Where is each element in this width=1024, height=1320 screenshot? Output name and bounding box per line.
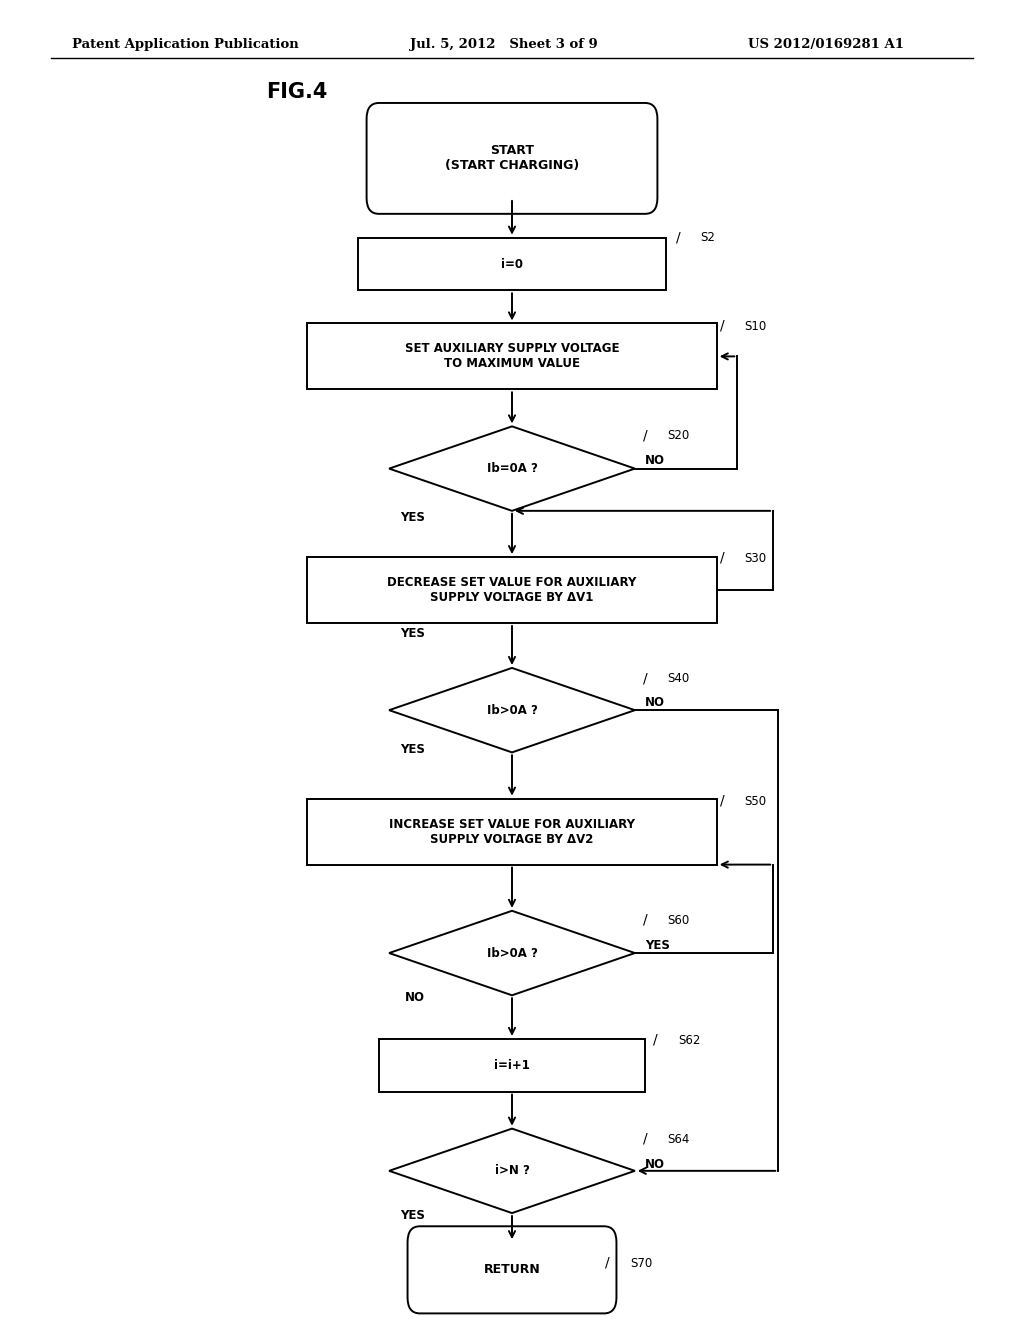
Text: i>N ?: i>N ?: [495, 1164, 529, 1177]
Text: NO: NO: [404, 991, 425, 1005]
Text: Ib=0A ?: Ib=0A ?: [486, 462, 538, 475]
Bar: [307, 323, 717, 389]
Text: DECREASE SET VALUE FOR AUXILIARY
SUPPLY VOLTAGE BY ΔV1: DECREASE SET VALUE FOR AUXILIARY SUPPLY …: [387, 576, 637, 605]
Text: FIG.4: FIG.4: [266, 82, 328, 103]
Text: NO: NO: [645, 1158, 666, 1171]
Text: /: /: [720, 793, 724, 808]
Polygon shape: [389, 668, 635, 752]
Text: S70: S70: [630, 1257, 652, 1270]
FancyBboxPatch shape: [367, 103, 657, 214]
Text: S50: S50: [744, 795, 767, 808]
Text: /: /: [720, 550, 724, 565]
Text: /: /: [643, 671, 647, 685]
Text: NO: NO: [645, 454, 666, 467]
Bar: [307, 557, 717, 623]
Text: START
(START CHARGING): START (START CHARGING): [444, 144, 580, 173]
FancyBboxPatch shape: [408, 1226, 616, 1313]
Text: US 2012/0169281 A1: US 2012/0169281 A1: [748, 38, 903, 51]
Text: S2: S2: [700, 231, 716, 244]
Text: YES: YES: [400, 1209, 425, 1222]
Text: NO: NO: [645, 696, 666, 709]
Bar: [307, 799, 717, 865]
Text: Ib>0A ?: Ib>0A ?: [486, 704, 538, 717]
Text: S40: S40: [668, 672, 690, 685]
Text: i=i+1: i=i+1: [494, 1059, 530, 1072]
Bar: [358, 238, 666, 290]
Text: Ib>0A ?: Ib>0A ?: [486, 946, 538, 960]
Bar: [379, 1039, 645, 1092]
Text: Patent Application Publication: Patent Application Publication: [72, 38, 298, 51]
Text: S64: S64: [668, 1133, 690, 1146]
Text: /: /: [605, 1255, 609, 1270]
Text: RETURN: RETURN: [483, 1263, 541, 1276]
Text: /: /: [653, 1032, 657, 1047]
Text: /: /: [643, 428, 647, 442]
Text: S60: S60: [668, 913, 690, 927]
Polygon shape: [389, 426, 635, 511]
Text: /: /: [643, 912, 647, 927]
Text: Jul. 5, 2012   Sheet 3 of 9: Jul. 5, 2012 Sheet 3 of 9: [410, 38, 597, 51]
Polygon shape: [389, 1129, 635, 1213]
Text: YES: YES: [645, 939, 670, 952]
Text: /: /: [720, 318, 724, 333]
Text: /: /: [643, 1131, 647, 1146]
Text: YES: YES: [400, 511, 425, 524]
Text: S30: S30: [744, 552, 767, 565]
Text: i=0: i=0: [501, 257, 523, 271]
Text: S10: S10: [744, 319, 767, 333]
Text: YES: YES: [400, 627, 425, 640]
Text: /: /: [676, 230, 680, 244]
Text: SET AUXILIARY SUPPLY VOLTAGE
TO MAXIMUM VALUE: SET AUXILIARY SUPPLY VOLTAGE TO MAXIMUM …: [404, 342, 620, 371]
Text: INCREASE SET VALUE FOR AUXILIARY
SUPPLY VOLTAGE BY ΔV2: INCREASE SET VALUE FOR AUXILIARY SUPPLY …: [389, 817, 635, 846]
Text: S20: S20: [668, 429, 690, 442]
Text: YES: YES: [400, 743, 425, 756]
Text: S62: S62: [678, 1034, 700, 1047]
Polygon shape: [389, 911, 635, 995]
